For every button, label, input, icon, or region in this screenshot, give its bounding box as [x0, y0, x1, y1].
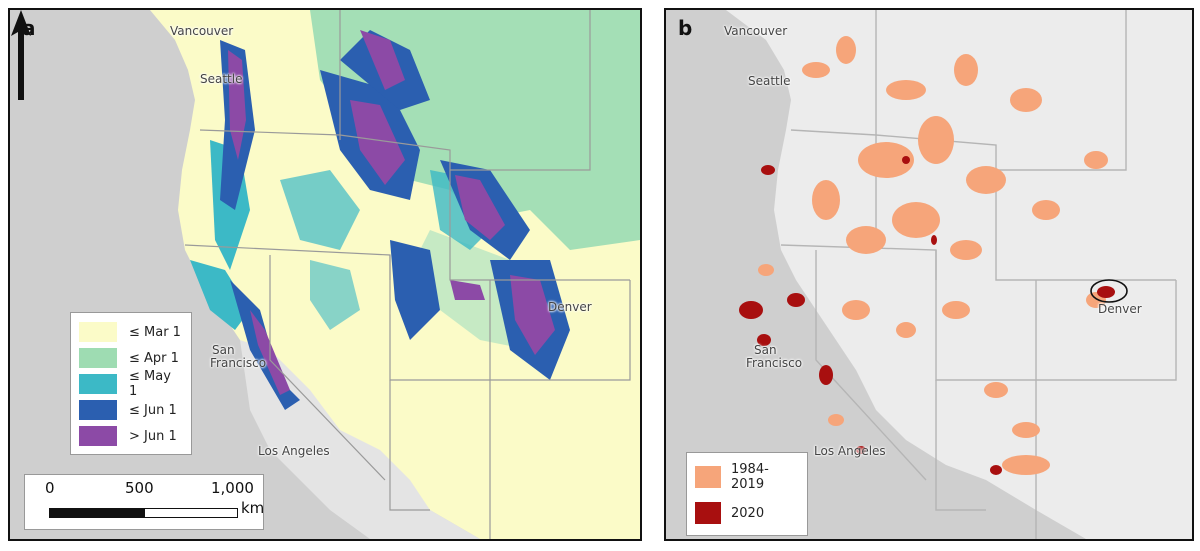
city-label-francisco: Francisco [210, 356, 267, 370]
legend-row: 2020 [695, 495, 799, 531]
legend-label: ≤ Mar 1 [129, 324, 181, 340]
city-label-san: San [212, 343, 235, 357]
legend-swatch [79, 322, 117, 342]
scale-tick-500: 500 [125, 479, 154, 497]
north-arrow-icon [11, 10, 31, 100]
legend-row: ≤ Mar 1 [79, 319, 183, 345]
legend-swatch [79, 348, 117, 368]
legend-row: ≤ Jun 1 [79, 397, 183, 423]
snow-disappearance-map [10, 10, 640, 539]
legend-swatch [79, 374, 117, 394]
city-label-los-angeles: Los Angeles [814, 444, 886, 458]
fire-map-panel: b Vancouver Seattle Denver San Francisco… [664, 8, 1194, 541]
land-area [726, 10, 1192, 539]
fire-history-map [666, 10, 1192, 539]
legend-swatch [79, 400, 117, 420]
city-label-vancouver: Vancouver [170, 24, 234, 38]
teal-zones [190, 140, 500, 330]
snow-legend: ≤ Mar 1 ≤ Apr 1 ≤ May 1 ≤ Jun 1 > Jun 1 [70, 312, 192, 455]
legend-label: 2020 [731, 505, 765, 521]
fire-perimeters-1984-2019 [758, 36, 1108, 475]
city-label-los-angeles: Los Angeles [258, 444, 330, 458]
panel-label-b: b [678, 16, 693, 40]
scale-bar-filled [49, 508, 145, 518]
legend-swatch [695, 466, 721, 488]
city-label-denver: Denver [1098, 302, 1142, 316]
city-label-san: San [754, 343, 777, 357]
legend-label: ≤ Jun 1 [129, 402, 177, 418]
city-label-francisco: Francisco [746, 356, 803, 370]
fire-legend: 1984-2019 2020 [686, 452, 808, 536]
city-label-denver: Denver [548, 300, 592, 314]
city-label-seattle: Seattle [200, 72, 243, 86]
legend-row: > Jun 1 [79, 423, 183, 449]
legend-label: 1984-2019 [731, 462, 769, 492]
scale-bar: 0 500 1,000 km [24, 474, 264, 530]
legend-swatch [79, 426, 117, 446]
legend-label: ≤ May 1 [129, 369, 171, 399]
snow-map-panel: a Vancouver Seattle Denver San Francisco… [8, 8, 642, 541]
fire-perimeters-2020 [739, 156, 1115, 475]
scale-tick-0: 0 [45, 479, 55, 497]
scale-unit: km [241, 499, 265, 517]
legend-label: ≤ Apr 1 [129, 350, 179, 366]
state-borders [184, 10, 631, 539]
gray-lowlands [240, 340, 480, 539]
legend-label: > Jun 1 [129, 428, 177, 444]
legend-row: ≤ May 1 [79, 369, 183, 399]
legend-swatch [695, 502, 721, 524]
scale-tick-1000: 1,000 [211, 479, 254, 497]
purple-peaks [228, 30, 555, 395]
legend-row: 1984-2019 [695, 459, 799, 495]
city-label-seattle: Seattle [748, 74, 791, 88]
city-label-vancouver: Vancouver [724, 24, 788, 38]
scale-bar-empty [144, 508, 238, 518]
legend-row: ≤ Apr 1 [79, 345, 183, 371]
denver-fire-highlight-circle [1090, 279, 1128, 303]
